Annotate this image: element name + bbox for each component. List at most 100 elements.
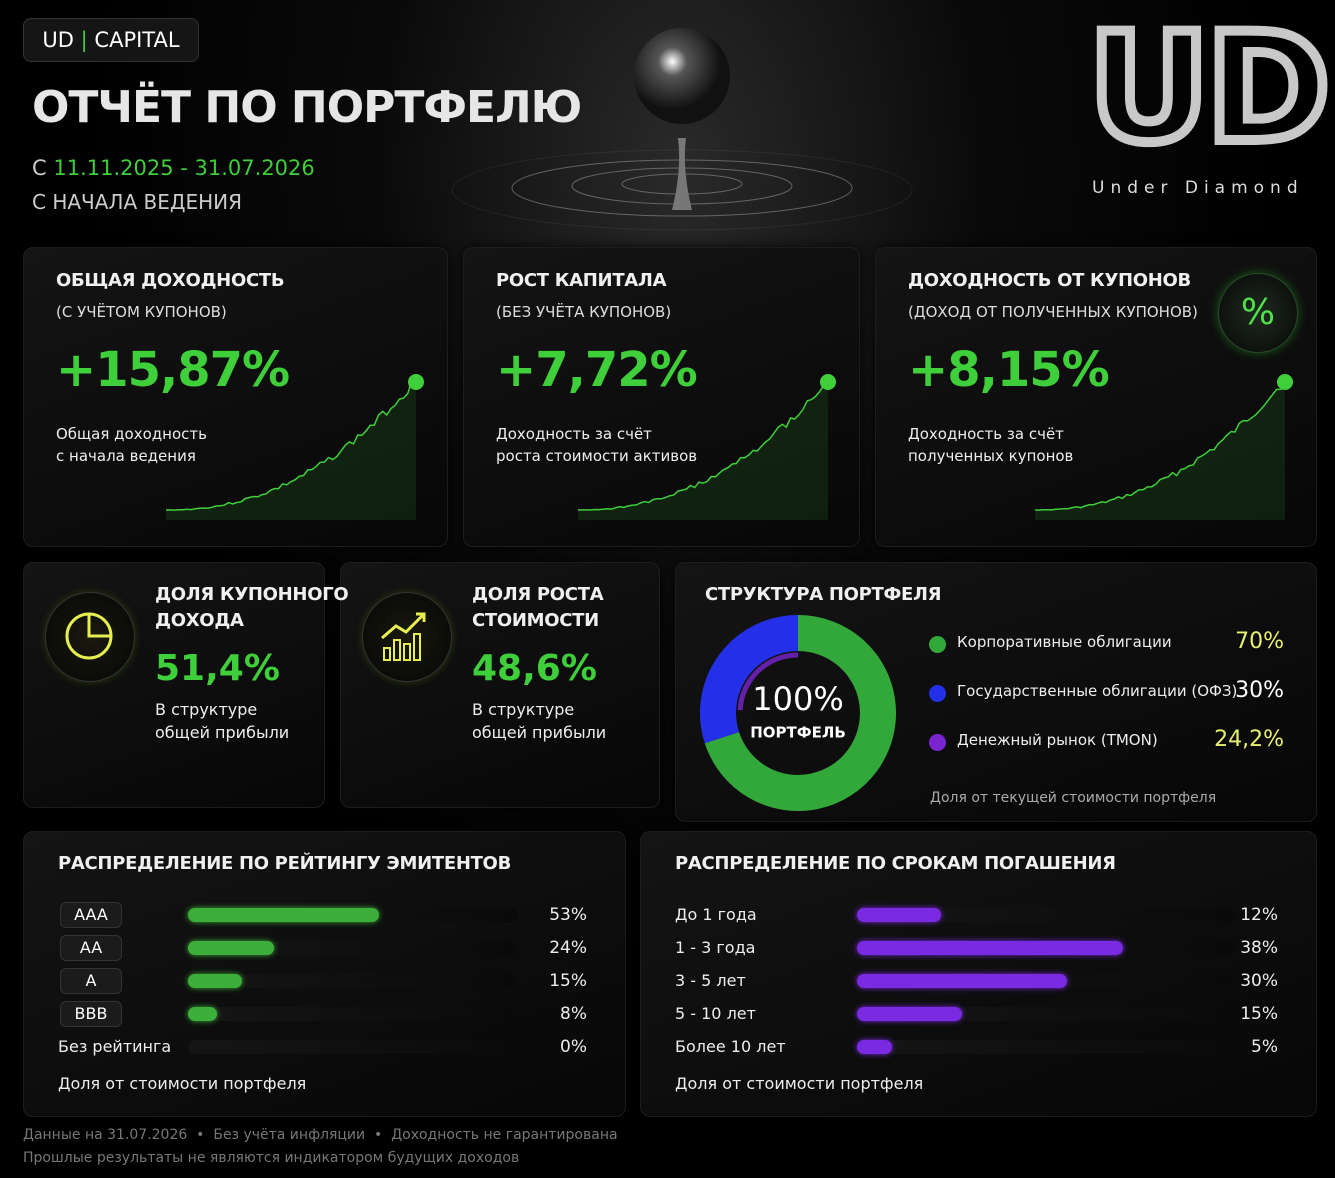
- bar: [857, 908, 941, 922]
- maturity-title: РАСПРЕДЕЛЕНИЕ ПО СРОКАМ ПОГАШЕНИЯ: [675, 853, 1116, 874]
- sparkline-line: [1035, 381, 1286, 511]
- water-drop: [451, 28, 913, 231]
- card-title: ОБЩАЯ ДОХОДНОСТЬ: [56, 270, 285, 291]
- bar-value: 30%: [1240, 971, 1278, 991]
- sparkline: [166, 374, 424, 520]
- rating-pill: BBB: [60, 1001, 122, 1027]
- share-value: 51,4%: [155, 648, 280, 689]
- badge-left: UD: [42, 28, 74, 52]
- bar-label: До 1 года: [675, 905, 757, 924]
- rating-pill: A: [60, 968, 122, 994]
- donut: 100% ПОРТФЕЛЬ: [700, 615, 896, 811]
- bar: [188, 941, 275, 955]
- card-subtitle: (БЕЗ УЧЁТА КУПОНОВ): [496, 303, 672, 321]
- decoration: [672, 138, 692, 210]
- footer-item: Данные на 31.07.2026: [23, 1127, 188, 1143]
- card-note: роста стоимости активов: [496, 447, 698, 465]
- bar-value: 38%: [1240, 938, 1278, 958]
- report-title: ОТЧЁТ ПО ПОРТФЕЛЮ: [32, 82, 582, 133]
- decoration: [634, 28, 730, 124]
- bar-value: 5%: [1251, 1037, 1278, 1057]
- bar-track: [188, 1040, 518, 1054]
- icon-stroke: [87, 614, 111, 638]
- bar: [857, 1040, 892, 1054]
- icon-stroke: [393, 639, 401, 661]
- ratings-title: РАСПРЕДЕЛЕНИЕ ПО РЕЙТИНГУ ЭМИТЕНТОВ: [58, 853, 511, 874]
- card-title: РОСТ КАПИТАЛА: [496, 270, 667, 291]
- bar: [188, 1007, 217, 1021]
- card-note: Общая доходность: [56, 425, 207, 443]
- bar-track: [857, 908, 1237, 922]
- sparkline-area: [166, 380, 416, 520]
- bar: [188, 974, 242, 988]
- footer-item: Доходность не гарантирована: [391, 1127, 618, 1143]
- bar-value: 15%: [549, 971, 587, 991]
- donut-segment: [737, 652, 799, 711]
- bar-label: 5 - 10 лет: [675, 1004, 756, 1023]
- bar: [857, 941, 1123, 955]
- share-title: ДОЛЯ РОСТА: [472, 584, 604, 605]
- logo: UD: [1083, 2, 1335, 176]
- share-icon-glyph: [381, 612, 426, 661]
- icon-stroke: [413, 633, 421, 661]
- bar-label: 3 - 5 лет: [675, 971, 746, 990]
- badge-right: CAPITAL: [94, 28, 180, 52]
- card-value: +8,15%: [908, 342, 1110, 398]
- rating-pill: AA: [60, 935, 122, 961]
- period-prefix: С: [32, 156, 47, 180]
- icon-stroke: [381, 612, 426, 640]
- share-note: В структуре: [472, 700, 575, 719]
- bar-label: 1 - 3 года: [675, 938, 756, 957]
- since: С НАЧАЛА ВЕДЕНИЯ: [32, 190, 243, 214]
- card-note: с начала ведения: [56, 447, 196, 465]
- legend-label: Корпоративные облигации: [957, 633, 1172, 651]
- bar-track: [188, 1007, 518, 1021]
- share-value: 48,6%: [472, 648, 597, 689]
- card-subtitle: (ДОХОД ОТ ПОЛУЧЕННЫХ КУПОНОВ): [908, 303, 1198, 321]
- bar-value: 24%: [549, 938, 587, 958]
- footer-item: Без учёта инфляции: [213, 1127, 366, 1143]
- share-title: ДОЛЯ КУПОННОГО: [155, 584, 349, 605]
- icon-stroke: [403, 643, 411, 661]
- share-title: ДОХОДА: [155, 610, 244, 631]
- share-note: В структуре: [155, 700, 258, 719]
- bar-track: [188, 974, 518, 988]
- ratings-footnote: Доля от стоимости портфеля: [58, 1074, 307, 1093]
- card-title: ДОХОДНОСТЬ ОТ КУПОНОВ: [908, 270, 1191, 291]
- share-title: СТОИМОСТИ: [472, 610, 599, 631]
- share-icon-glyph: [65, 612, 113, 660]
- sparkline-dot: [408, 374, 424, 390]
- legend-dot: [929, 734, 946, 751]
- card-note: полученных купонов: [908, 447, 1074, 465]
- share-icon: [362, 592, 452, 682]
- period: С 11.11.2025 - 31.07.2026: [32, 156, 315, 180]
- donut-segment: [700, 615, 799, 744]
- card-note: Доходность за счёт: [908, 425, 1064, 443]
- sparkline-line: [166, 379, 417, 511]
- bar: [857, 974, 1067, 988]
- bar-track: [857, 1040, 1237, 1054]
- card-icon: %: [1218, 273, 1298, 353]
- legend-dot: [929, 636, 946, 653]
- bar-value: 0%: [560, 1037, 587, 1057]
- legend-value: 24,2%: [1214, 727, 1284, 752]
- sparkline-area: [578, 382, 828, 520]
- structure-title: СТРУКТУРА ПОРТФЕЛЯ: [705, 584, 942, 605]
- footer-line: Прошлые результаты не являются индикатор…: [23, 1150, 520, 1166]
- legend-label: Государственные облигации (ОФЗ): [957, 682, 1238, 700]
- legend-label: Денежный рынок (TMON): [957, 731, 1158, 749]
- sparkline-dot: [1277, 374, 1293, 390]
- period-range: 11.11.2025 - 31.07.2026: [53, 156, 315, 180]
- bar-value: 12%: [1240, 905, 1278, 925]
- bar-value: 53%: [549, 905, 587, 925]
- bar-value: 15%: [1240, 1004, 1278, 1024]
- legend-value: 70%: [1235, 629, 1284, 654]
- maturity-footnote: Доля от стоимости портфеля: [675, 1074, 924, 1093]
- bar-label: Более 10 лет: [675, 1037, 786, 1056]
- structure-footnote: Доля от текущей стоимости портфеля: [930, 790, 1217, 806]
- card: [23, 247, 448, 547]
- donut-segment: [704, 615, 896, 811]
- card-subtitle: (С УЧЁТОМ КУПОНОВ): [56, 303, 227, 321]
- sparkline-dot: [820, 374, 836, 390]
